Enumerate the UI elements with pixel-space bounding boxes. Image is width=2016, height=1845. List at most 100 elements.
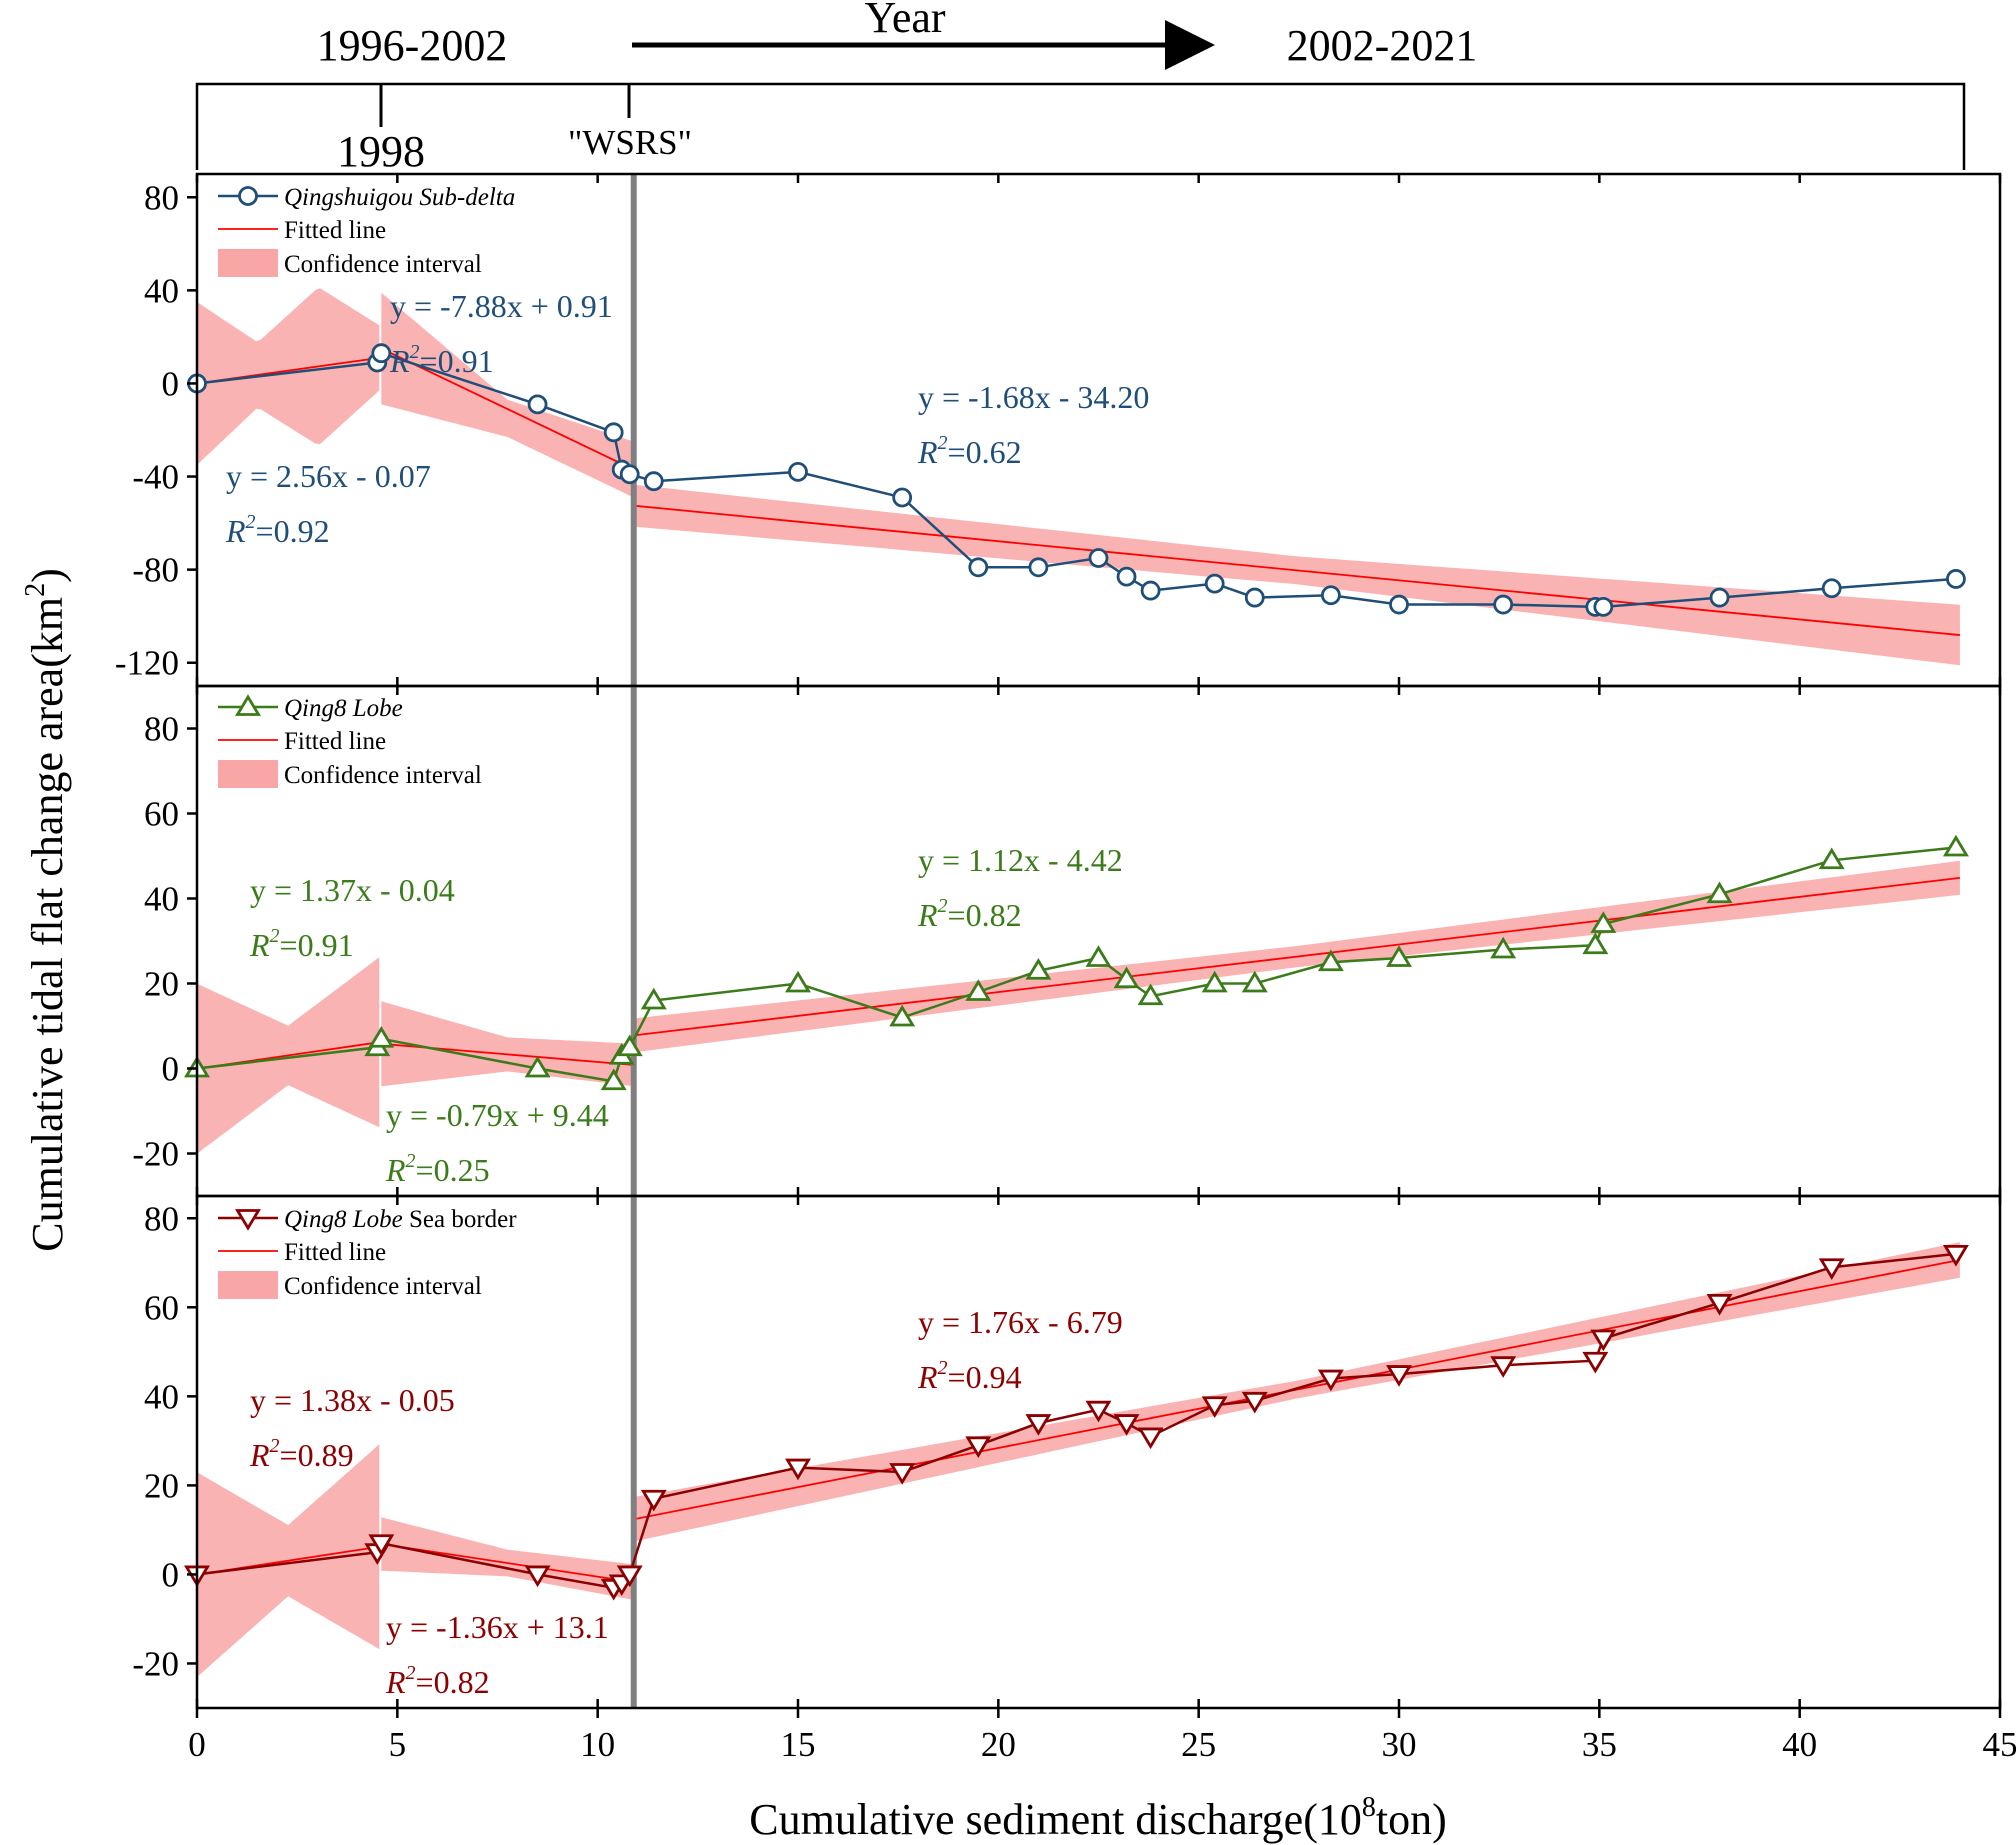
y-tick-label: 0 — [162, 1555, 180, 1594]
data-point — [1241, 970, 1268, 993]
fit-equation-text: y = -1.68x - 34.20 — [918, 379, 1149, 415]
data-point — [1116, 566, 1137, 587]
r2-value: =0.94 — [948, 1359, 1022, 1395]
legend-ci-label: Confidence interval — [284, 762, 482, 789]
data-point — [600, 1068, 627, 1091]
data-point — [1818, 847, 1845, 870]
r2-symbol: R — [389, 343, 410, 379]
data-point — [1706, 1293, 1733, 1316]
data-point — [1582, 1351, 1609, 1374]
r2-value: =0.82 — [948, 897, 1022, 933]
plot-frame — [195, 1194, 2002, 1710]
data-point — [368, 1534, 395, 1556]
r2-superscript: 2 — [938, 432, 948, 454]
data-point — [616, 1034, 643, 1057]
legend: Qing8 Lobe Fitted line Confidence interval — [218, 694, 482, 789]
y-tick-label: 60 — [144, 1288, 179, 1327]
data-point — [785, 1458, 811, 1481]
y-tick-label: 0 — [162, 364, 180, 403]
r2-symbol: R — [225, 513, 246, 549]
data-point — [1582, 932, 1609, 955]
data-point — [643, 471, 664, 492]
confidence-band-2 — [381, 1001, 634, 1087]
r2-value: =0.91 — [420, 343, 494, 379]
data-point — [640, 1489, 667, 1512]
data-point — [889, 1463, 916, 1485]
y-tick-label: 40 — [144, 1377, 179, 1416]
y-tick-label: -20 — [132, 1135, 179, 1174]
data-point — [1818, 1258, 1845, 1280]
r2-superscript: 2 — [938, 1357, 948, 1379]
y-axis-title: Cumulative tidal flat change area(km2) — [20, 568, 72, 1252]
y-axis-title-sup: 2 — [20, 583, 51, 597]
legend-ci-label: Confidence interval — [284, 1273, 482, 1300]
data-point — [1025, 1414, 1052, 1436]
data-point — [1386, 945, 1412, 967]
fit-r2-text: R2=0.94 — [917, 1357, 1022, 1395]
confidence-band-2 — [381, 292, 634, 498]
legend-series-marker — [235, 1209, 261, 1231]
x-tick-label: 20 — [981, 1725, 1016, 1764]
fitted-line-3 — [633, 504, 1961, 636]
fit-equation-text: y = -0.79x + 9.44 — [386, 1097, 609, 1133]
data-point — [1137, 1427, 1164, 1450]
legend-series-label: Qing8 Lobe — [284, 695, 403, 722]
r2-superscript: 2 — [270, 925, 280, 947]
data-point — [524, 1055, 551, 1078]
y-tick-label: 20 — [144, 1466, 179, 1505]
fitted-line-3 — [633, 876, 1961, 1037]
x-axis-title: Cumulative sediment discharge(108ton) — [749, 1792, 1447, 1844]
x-axis-title-end: ton) — [1376, 1795, 1447, 1844]
data-point — [968, 557, 989, 578]
data-point — [1025, 958, 1052, 980]
legend-series-label: Qing8 Lobe Sea border — [284, 1206, 517, 1233]
y-tick-label: 80 — [144, 178, 179, 217]
data-point — [1709, 587, 1730, 608]
data-point — [1201, 970, 1228, 993]
r2-value: =0.89 — [280, 1437, 354, 1473]
y-axis-title-end: ) — [23, 568, 72, 583]
y-axis-title-main: Cumulative tidal flat change area(km — [23, 597, 72, 1252]
data-point — [1028, 557, 1049, 578]
data-point — [1389, 594, 1409, 615]
r2-symbol: R — [385, 1152, 406, 1188]
r2-superscript: 2 — [246, 511, 256, 533]
data-point — [524, 1565, 551, 1588]
x-tick-label: 30 — [1382, 1725, 1417, 1764]
confidence-band-3 — [633, 484, 1960, 666]
y-tick-label: 0 — [162, 1050, 180, 1089]
data-point — [1088, 548, 1109, 568]
data-point — [1317, 949, 1344, 972]
data-point — [1706, 881, 1733, 904]
fit-equation-text: y = 1.37x - 0.04 — [250, 872, 455, 908]
r2-symbol: R — [917, 1359, 938, 1395]
fit-equation-text: y = 1.38x - 0.05 — [250, 1382, 455, 1418]
r2-value: =0.92 — [256, 513, 330, 549]
data-point — [640, 987, 667, 1010]
fit-r2-text: R2=0.82 — [917, 895, 1022, 933]
legend-series-marker — [238, 186, 258, 206]
mark-wsrs-label: "WSRS" — [568, 123, 692, 162]
fit-r2-text: R2=0.82 — [385, 1662, 490, 1700]
r2-symbol: R — [249, 927, 270, 963]
year-label: Year — [864, 0, 945, 42]
y-tick-label: -40 — [132, 458, 179, 497]
legend-fit-label: Fitted line — [284, 728, 386, 755]
r2-superscript: 2 — [410, 341, 420, 363]
confidence-band-3 — [633, 1242, 1960, 1542]
mark-1998-label: 1998 — [337, 127, 425, 176]
legend-ci-label: Confidence interval — [284, 251, 482, 278]
x-tick-label: 10 — [580, 1725, 615, 1764]
data-point — [1590, 911, 1617, 933]
r2-superscript: 2 — [406, 1662, 416, 1684]
r2-value: =0.82 — [416, 1664, 490, 1700]
x-tick-label: 5 — [389, 1725, 407, 1764]
panel-3: -20 0 20 40 60 80 0 5 10 15 20 25 30 35 40 45 Qing8 Lobe… — [132, 1194, 2016, 1764]
data-point — [1386, 1365, 1412, 1387]
y-tick-label: 60 — [144, 795, 179, 834]
fit-equation-1: y = 1.38x - 0.05 R2=0.89 — [249, 1382, 455, 1473]
y-tick-label: 20 — [144, 965, 179, 1004]
data-point — [1493, 594, 1514, 615]
legend-ci-swatch — [218, 1271, 278, 1299]
y-tick-label: 40 — [144, 271, 179, 310]
